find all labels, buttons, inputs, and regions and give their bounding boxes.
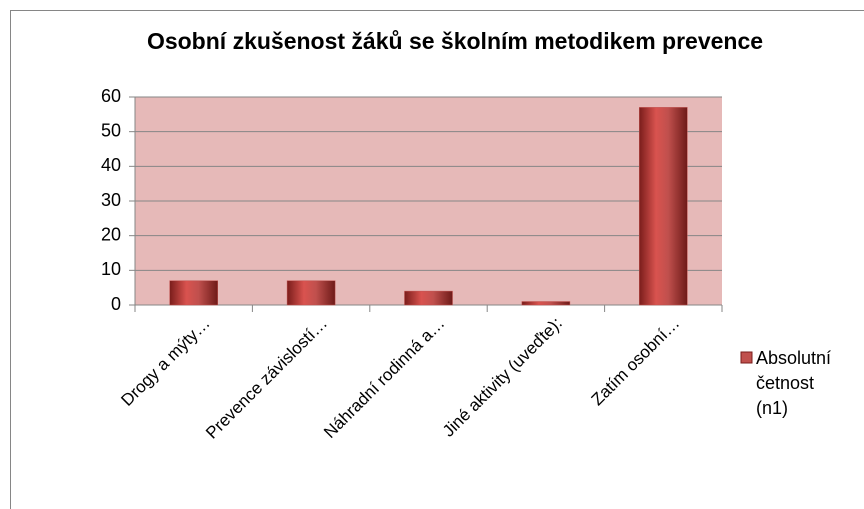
legend-label: Absolutní četnost (n1) — [756, 348, 832, 418]
legend-swatch — [740, 351, 753, 364]
chart-title: Osobní zkušenost žáků se školním metodik… — [146, 28, 764, 54]
y-tick-label: 30 — [101, 190, 121, 210]
y-tick-label: 20 — [101, 224, 121, 244]
y-tick-label: 60 — [101, 86, 121, 106]
bar — [521, 301, 571, 306]
bar — [639, 107, 688, 306]
y-tick-label: 40 — [101, 155, 121, 175]
bar — [286, 280, 336, 306]
y-tick-label: 0 — [111, 294, 121, 314]
y-tick-label: 50 — [101, 120, 121, 140]
y-tick-label: 10 — [101, 259, 121, 279]
bar — [169, 280, 218, 306]
bar — [404, 290, 453, 306]
